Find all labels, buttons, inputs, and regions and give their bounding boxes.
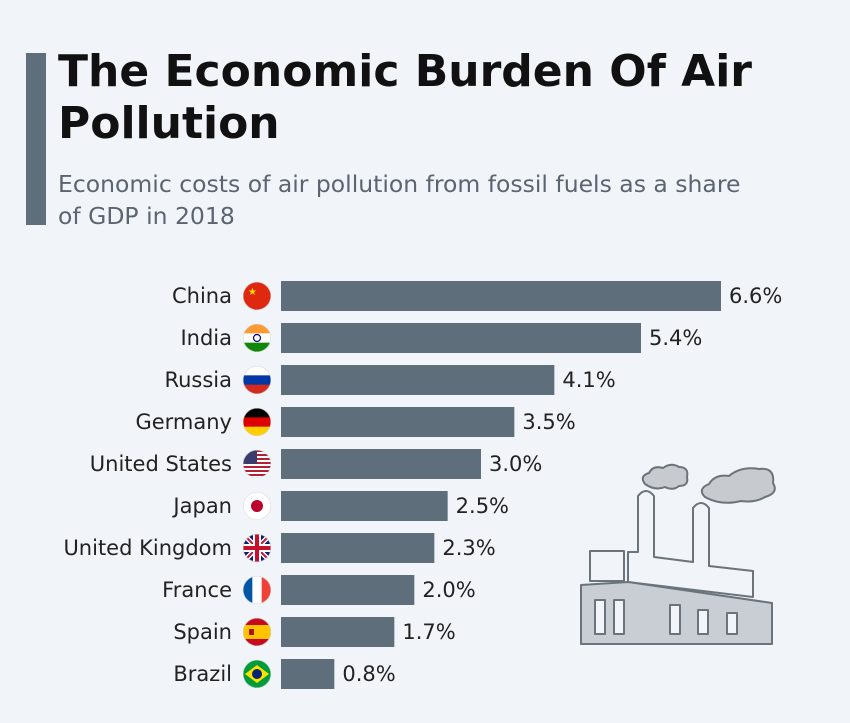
japan-flag-icon	[243, 492, 271, 520]
factory-upper	[627, 490, 754, 598]
category-label: United Kingdom	[63, 536, 232, 560]
value-label: 3.0%	[489, 452, 542, 476]
brazil-flag-icon	[243, 660, 271, 688]
bar-row: Germany 3.5%	[135, 407, 576, 437]
factory-box	[589, 550, 625, 582]
factory-illustration	[580, 463, 776, 645]
bar-row: Russia 4.1%	[164, 365, 616, 395]
category-label: Japan	[171, 494, 232, 518]
bar	[281, 617, 395, 647]
page-title: The Economic Burden Of Air Pollution	[58, 46, 752, 149]
uk-flag-icon	[243, 534, 271, 562]
bar	[281, 407, 515, 437]
bar	[281, 575, 415, 605]
value-label: 4.1%	[562, 368, 615, 392]
bar	[281, 491, 448, 521]
category-label: Russia	[164, 368, 232, 392]
value-label: 0.8%	[342, 662, 395, 686]
cloud-left	[641, 463, 689, 490]
bar	[281, 323, 641, 353]
cloud-right	[700, 467, 776, 504]
factory-windows	[594, 599, 738, 635]
accent-bar	[26, 53, 46, 225]
value-label: 2.3%	[442, 536, 495, 560]
bar-row: Spain 1.7%	[173, 617, 456, 647]
bar-row: China 6.6%	[172, 281, 782, 311]
category-label: Germany	[135, 410, 232, 434]
bar	[281, 659, 335, 689]
value-label: 6.6%	[729, 284, 782, 308]
bar-row: India 5.4%	[180, 323, 702, 353]
value-label: 5.4%	[649, 326, 702, 350]
value-label: 1.7%	[402, 620, 455, 644]
india-flag-icon	[243, 324, 271, 352]
category-label: France	[162, 578, 232, 602]
spain-flag-icon	[243, 618, 271, 646]
bar-row: Brazil 0.8%	[173, 659, 396, 689]
bar-row: Japan 2.5%	[171, 491, 509, 521]
china-flag-icon: ★	[243, 282, 271, 310]
category-label: Brazil	[173, 662, 232, 686]
russia-flag-icon	[243, 366, 271, 394]
bar-row: United States 3.0%	[90, 449, 542, 479]
bar-row: United Kingdom 2.3%	[63, 533, 496, 563]
svg-text:★: ★	[248, 287, 257, 298]
bar	[281, 365, 555, 395]
value-label: 2.5%	[456, 494, 509, 518]
usa-flag-icon	[243, 450, 271, 478]
category-label: China	[172, 284, 232, 308]
bar	[281, 281, 721, 311]
value-label: 3.5%	[522, 410, 575, 434]
germany-flag-icon	[243, 408, 271, 436]
bar	[281, 449, 481, 479]
category-label: India	[180, 326, 232, 350]
bar-row: France 2.0%	[162, 575, 476, 605]
bar	[281, 533, 435, 563]
france-flag-icon	[243, 576, 271, 604]
category-label: Spain	[173, 620, 232, 644]
subtitle: Economic costs of air pollution from fos…	[58, 170, 741, 230]
value-label: 2.0%	[422, 578, 475, 602]
category-label: United States	[90, 452, 232, 476]
